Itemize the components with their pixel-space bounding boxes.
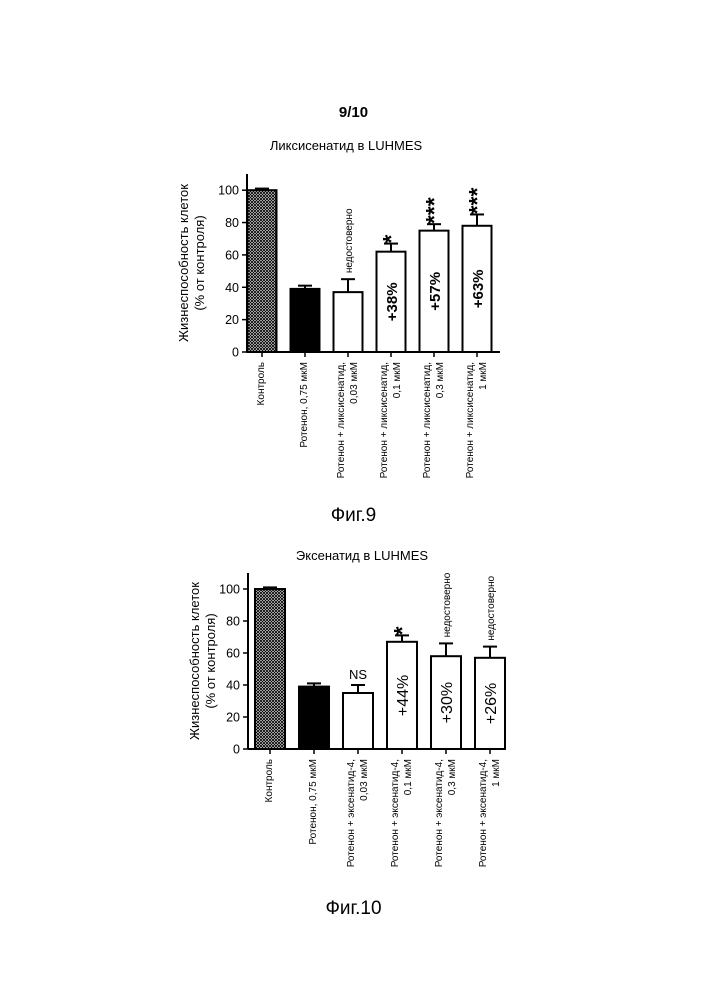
y-tick-label: 60 <box>226 647 240 661</box>
y-tick-label: 0 <box>232 346 239 360</box>
x-tick-label-line: 0,1 мкМ <box>392 362 403 398</box>
percent-label: +26% <box>483 683 500 724</box>
x-tick-label-line: 0,3 мкМ <box>447 759 458 795</box>
percent-label: +44% <box>395 675 412 716</box>
significance-marker: *** <box>464 188 490 215</box>
bar <box>343 693 373 749</box>
x-tick-label-line: 0,3 мкМ <box>435 362 446 398</box>
x-tick-label: Ротенон, 0,75 мкМ <box>308 759 319 845</box>
x-tick-label: Ротенон + эксенатид-4,0,03 мкМ <box>346 759 370 867</box>
x-tick-label: Ротенон, 0,75 мкМ <box>299 362 310 448</box>
x-tick-label: Контроль <box>256 362 267 405</box>
bar <box>248 190 277 352</box>
bar <box>334 292 363 352</box>
x-tick-label-line: Ротенон + ликсисенатид, <box>379 362 390 478</box>
x-tick-label-line: Ротенон + эксенатид-4, <box>346 759 357 867</box>
x-tick-label-line: Ротенон + ликсисенатид, <box>336 362 347 478</box>
x-tick-label: Ротенон + эксенатид-4,1 мкМ <box>478 759 502 867</box>
percent-label: +63% <box>470 269 487 308</box>
percent-label: +57% <box>427 272 444 311</box>
significance-marker: * <box>389 626 415 635</box>
x-tick-label-line: 0,03 мкМ <box>349 362 360 404</box>
y-axis-label: Жизнеспособность клеток <box>187 582 202 740</box>
x-tick-label: Ротенон + ликсисенатид,1 мкМ <box>465 362 489 478</box>
x-tick-label-line: Контроль <box>256 362 267 405</box>
y-axis-label-units: (% от контроля) <box>203 613 218 708</box>
x-tick-label-line: Ротенон + ликсисенатид, <box>422 362 433 478</box>
x-tick-label-line: Ротенон, 0,75 мкМ <box>308 759 319 845</box>
x-tick-label-line: 1 мкМ <box>491 759 502 787</box>
chart-exenatide: Эксенатид в LUHMES Жизнеспособность клето… <box>0 545 707 865</box>
y-tick-label: 20 <box>225 313 239 327</box>
x-tick-label-line: 1 мкМ <box>478 362 489 390</box>
x-tick-label: Ротенон + ликсисенатид,0,3 мкМ <box>422 362 446 478</box>
y-tick-label: 80 <box>226 615 240 629</box>
x-tick-label-line: Ротенон, 0,75 мкМ <box>299 362 310 448</box>
x-tick-label: Ротенон + эксенатид-4,0,1 мкМ <box>390 759 414 867</box>
bar <box>255 589 285 749</box>
y-tick-label: 100 <box>218 184 239 198</box>
x-tick-label: Контроль <box>264 759 275 802</box>
significance-marker: NS <box>349 667 367 682</box>
y-tick-label: 80 <box>225 216 239 230</box>
y-tick-label: 40 <box>225 281 239 295</box>
x-tick-label-line: Ротенон + эксенатид-4, <box>390 759 401 867</box>
x-tick-label-line: 0,1 мкМ <box>403 759 414 795</box>
y-tick-label: 40 <box>226 679 240 693</box>
x-tick-label: Ротенон + эксенатид-4,0,3 мкМ <box>434 759 458 867</box>
y-tick-label: 20 <box>226 711 240 725</box>
x-tick-label: Ротенон + ликсисенатид,0,03 мкМ <box>336 362 360 478</box>
x-tick-label: Ротенон + ликсисенатид,0,1 мкМ <box>379 362 403 478</box>
figure-label-10: Фиг.10 <box>0 898 707 920</box>
y-axis-label: Жизнеспособность клеток <box>176 184 191 342</box>
bar <box>291 289 320 352</box>
percent-label: +30% <box>439 682 456 723</box>
page-number: 9/10 <box>0 104 707 121</box>
chart-lixisenatide: Ликсисенатид в LUHMES Жизнеспособность кл… <box>0 130 707 480</box>
chart-title: Эксенатид в LUHMES <box>296 548 428 563</box>
y-tick-label: 100 <box>219 583 240 597</box>
y-axis-label-units: (% от контроля) <box>192 215 207 310</box>
chart-title: Ликсисенатид в LUHMES <box>270 138 423 153</box>
x-tick-label-line: Ротенон + эксенатид-4, <box>478 759 489 867</box>
y-tick-label: 60 <box>225 248 239 262</box>
y-tick-label: 0 <box>233 743 240 757</box>
significance-marker: * <box>378 235 404 244</box>
significance-marker: недостоверно <box>344 208 355 273</box>
x-tick-label-line: Ротенон + эксенатид-4, <box>434 759 445 867</box>
x-tick-label-line: Контроль <box>264 759 275 802</box>
significance-marker: *** <box>421 197 447 224</box>
percent-label: +38% <box>384 282 401 321</box>
significance-marker: недостоверно <box>442 572 453 637</box>
x-tick-label-line: 0,03 мкМ <box>359 759 370 801</box>
x-tick-label-line: Ротенон + ликсисенатид, <box>465 362 476 478</box>
figure-label-9: Фиг.9 <box>0 505 707 527</box>
bar <box>299 687 329 749</box>
significance-marker: недостоверно <box>486 575 497 640</box>
